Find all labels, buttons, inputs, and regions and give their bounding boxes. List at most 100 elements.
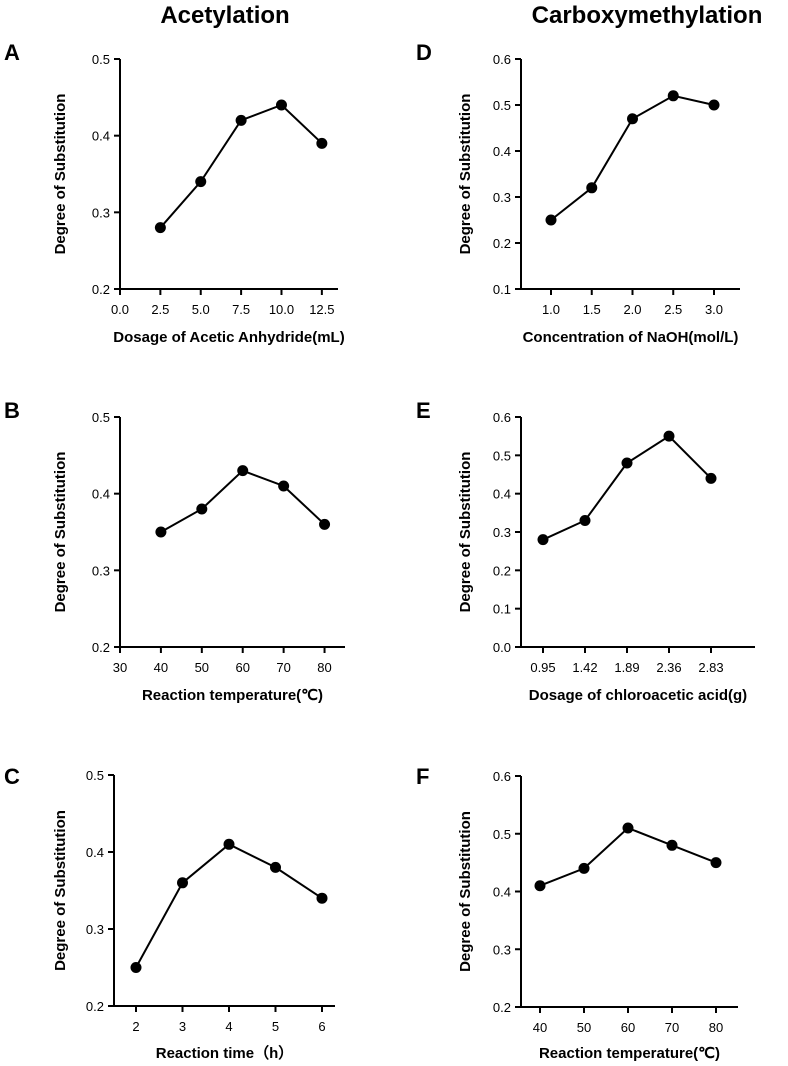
x-tick-label: 1.0	[542, 302, 560, 317]
x-axis-label: Reaction temperature(℃)	[539, 1045, 720, 1062]
x-tick-label: 30	[113, 660, 127, 675]
data-point	[177, 877, 188, 889]
x-tick-label: 1.89	[614, 660, 639, 675]
data-point	[537, 534, 549, 546]
chart-panel-b: B 0.2 0.3 0.4 0.5 30 40 50 60 70 80 Reaction temper…	[4, 398, 345, 704]
y-tick-label: 0.4	[493, 487, 511, 502]
data-point	[579, 515, 591, 526]
x-tick-label: 40	[154, 660, 168, 675]
data-point	[275, 99, 287, 111]
x-tick-label: 2.0	[623, 302, 641, 317]
x-tick-label: 40	[533, 1020, 547, 1035]
y-tick-label: 0.4	[493, 885, 511, 900]
x-tick-label: 3	[179, 1019, 186, 1034]
x-tick-label: 2.5	[664, 302, 682, 317]
y-tick-label: 0.2	[493, 236, 511, 251]
data-point	[270, 861, 281, 873]
data-point	[578, 862, 590, 874]
y-tick-label: 0.0	[493, 640, 511, 655]
y-axis-label: Degree of Substitution	[52, 94, 69, 255]
data-point	[663, 430, 675, 442]
data-point	[586, 182, 598, 194]
chart-panel-c: C 0.2 0.3 0.4 0.5 2 3 4 5 6 Reaction time（h） Degree…	[4, 764, 335, 1062]
y-tick-label: 0.5	[86, 768, 104, 783]
y-tick-label: 0.6	[493, 52, 511, 67]
panel-letter-c: C	[4, 764, 20, 789]
chart-panel-f: F 0.2 0.3 0.4 0.5 0.6 40 50 60 70 80 Reaction tempe…	[416, 764, 738, 1062]
y-tick-label: 0.3	[493, 942, 511, 957]
y-axis-label: Degree of Substitution	[457, 94, 474, 255]
y-tick-label: 0.5	[92, 52, 110, 67]
data-point	[705, 472, 717, 484]
x-axis-label: Concentration of NaOH(mol/L)	[523, 329, 739, 346]
y-tick-label: 0.5	[92, 410, 110, 425]
y-axis-label: Degree of Substitution	[52, 452, 69, 613]
panels-container: A 0.2 0.3 0.4 0.5 0.0 2.5 5.0 7.5 10.0 12.5 Dosage …	[4, 40, 755, 1062]
chart-panel-d: D 0.1 0.2 0.3 0.4 0.5 0.6 1.0 1.5 2.0 2.5 3.0 Concen…	[416, 40, 740, 346]
y-tick-label: 0.2	[493, 563, 511, 578]
y-tick-label: 0.4	[92, 487, 110, 502]
y-tick-label: 0.3	[86, 922, 104, 937]
x-tick-label: 7.5	[232, 302, 250, 317]
y-tick-label: 0.4	[493, 144, 511, 159]
y-tick-label: 0.5	[493, 827, 511, 842]
x-tick-label: 80	[709, 1020, 723, 1035]
data-point	[319, 518, 331, 530]
series-line	[542, 434, 712, 541]
data-point	[223, 838, 235, 850]
y-tick-label: 0.6	[493, 410, 511, 425]
x-axis-label: Dosage of Acetic Anhydride(mL)	[113, 329, 344, 346]
y-tick-label: 0.4	[86, 845, 104, 860]
x-tick-label: 5.0	[192, 302, 210, 317]
y-axis-label: Degree of Substitution	[52, 810, 69, 971]
x-tick-label: 3.0	[705, 302, 723, 317]
panel-letter-a: A	[4, 40, 20, 65]
y-axis-label: Degree of Substitution	[457, 811, 474, 972]
y-tick-label: 0.2	[493, 1000, 511, 1015]
data-point	[316, 892, 328, 904]
data-point	[130, 962, 142, 973]
chart-panel-a: A 0.2 0.3 0.4 0.5 0.0 2.5 5.0 7.5 10.0 12.5 Dosage …	[4, 40, 345, 346]
data-point	[627, 113, 638, 125]
x-tick-label: 12.5	[309, 302, 334, 317]
y-tick-label: 0.3	[493, 190, 511, 205]
y-tick-label: 0.2	[92, 640, 110, 655]
y-tick-label: 0.5	[493, 98, 511, 113]
column-title-acetylation: Acetylation	[160, 2, 289, 29]
data-point	[316, 137, 328, 149]
x-tick-label: 60	[235, 660, 249, 675]
y-tick-label: 0.2	[86, 999, 104, 1014]
series-line	[539, 826, 717, 887]
y-tick-label: 0.4	[92, 129, 110, 144]
y-axis-label: Degree of Substitution	[457, 452, 474, 613]
x-tick-label: 2.83	[698, 660, 723, 675]
y-tick-label: 0.3	[493, 525, 511, 540]
x-tick-label: 2	[132, 1019, 139, 1034]
x-tick-label: 60	[621, 1020, 635, 1035]
panel-letter-f: F	[416, 764, 429, 789]
data-point	[545, 214, 557, 226]
data-point	[710, 857, 722, 869]
y-tick-label: 0.1	[493, 602, 511, 617]
series-line	[135, 843, 323, 968]
series-line	[160, 469, 326, 533]
x-tick-label: 70	[276, 660, 290, 675]
chart-panel-e: E 0.0 0.1 0.2 0.3 0.4 0.5 0.6 0.95 1.42 1.89 2.36 2.…	[416, 398, 755, 704]
y-tick-label: 0.3	[92, 563, 110, 578]
x-tick-label: 0.0	[111, 302, 129, 317]
data-point	[622, 822, 634, 834]
x-tick-label: 4	[225, 1019, 232, 1034]
x-tick-label: 0.95	[530, 660, 555, 675]
data-point	[621, 457, 633, 469]
x-axis-label: Dosage of chloroacetic acid(g)	[529, 687, 747, 704]
data-point	[154, 222, 166, 234]
data-point	[155, 526, 167, 538]
data-point	[667, 90, 679, 102]
x-tick-label: 5	[272, 1019, 279, 1034]
panel-letter-b: B	[4, 398, 20, 423]
x-axis-label: Reaction temperature(℃)	[142, 687, 323, 704]
x-tick-label: 2.36	[656, 660, 681, 675]
x-tick-label: 1.5	[583, 302, 601, 317]
x-tick-label: 80	[317, 660, 331, 675]
x-tick-label: 2.5	[151, 302, 169, 317]
